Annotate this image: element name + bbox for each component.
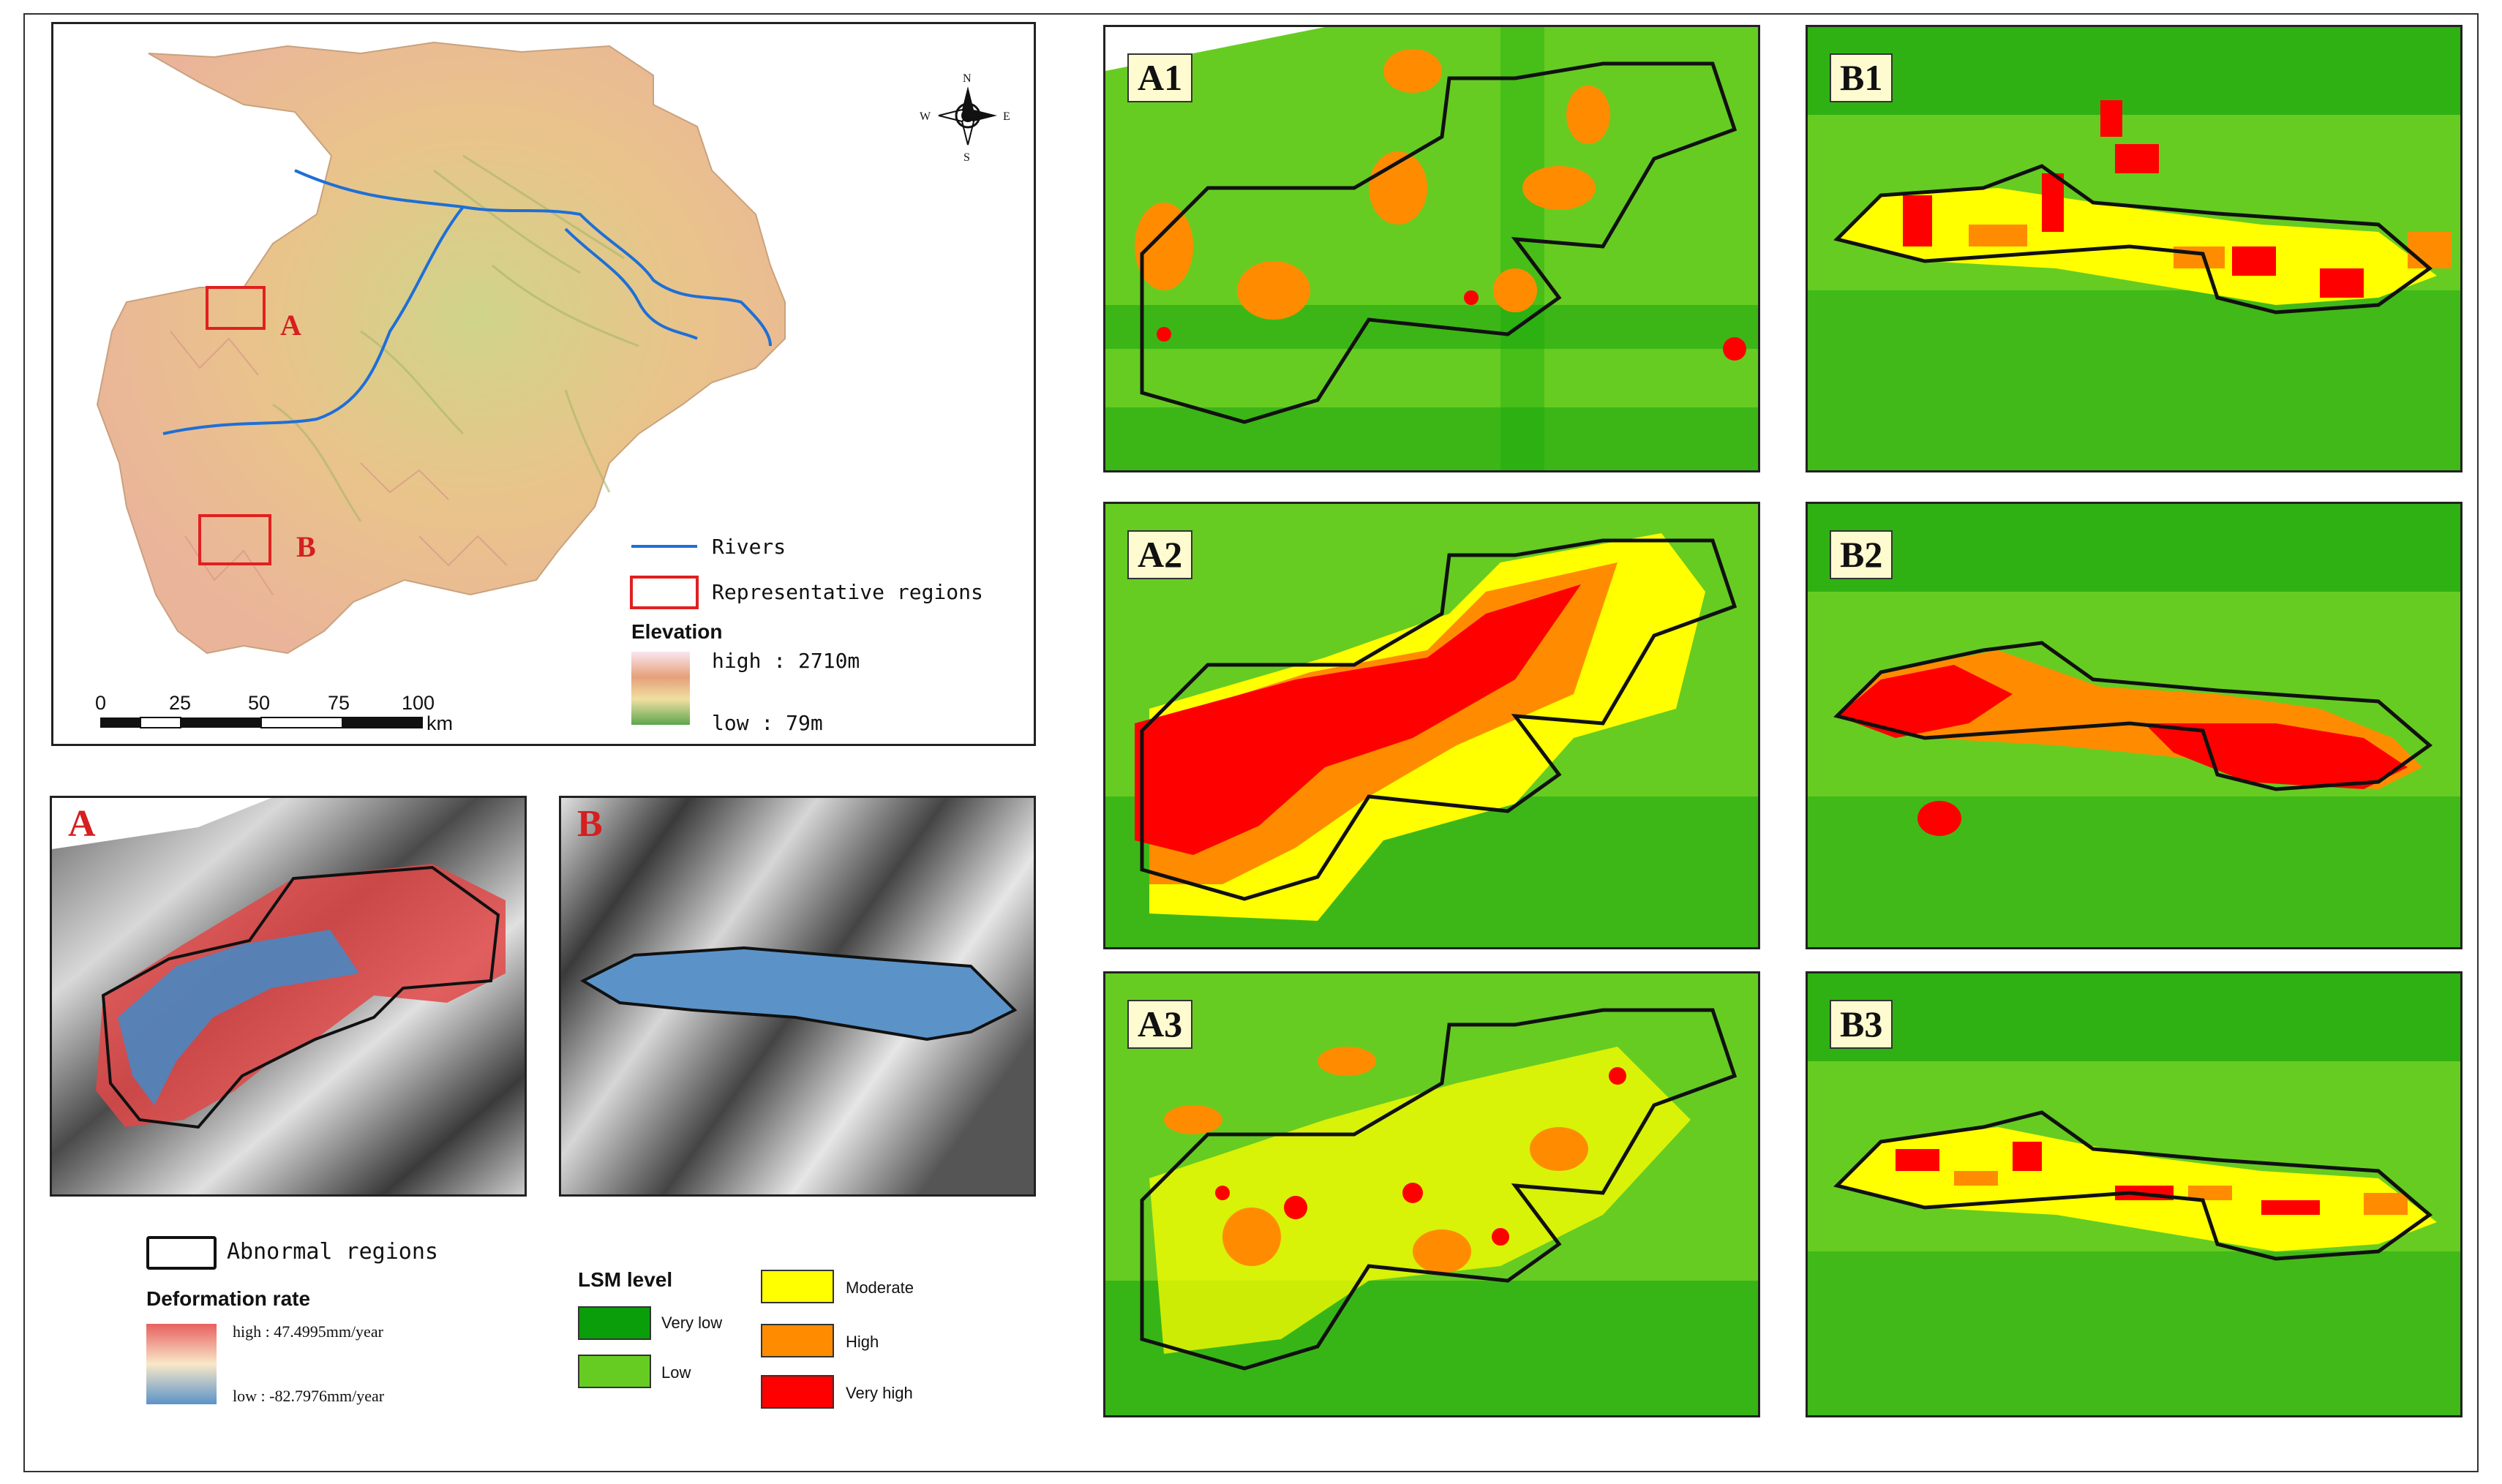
lsm-panel-a1: A1 xyxy=(1103,25,1760,472)
lsm-label-very-high: Very high xyxy=(846,1384,913,1402)
compass-icon: N S E W xyxy=(920,72,1010,164)
abnormal-region-b xyxy=(579,946,1018,1042)
overview-map-panel: A B N S E W xyxy=(51,22,1036,746)
deform-negative-a xyxy=(118,930,359,1105)
lsm-panel-label-a2: A2 xyxy=(1127,530,1193,579)
region-box-a xyxy=(206,286,266,330)
terrain-texture xyxy=(272,154,639,522)
deformation-high-label: high : 47.4995mm/year xyxy=(233,1322,383,1341)
lsm-label-moderate: Moderate xyxy=(846,1278,914,1297)
abnormal-outline-b1 xyxy=(1833,164,2433,314)
lsm-swatch-very-low xyxy=(578,1306,651,1340)
lsm-panel-b3: B3 xyxy=(1806,971,2462,1417)
deform-negative-b xyxy=(583,948,1015,1039)
scale-tick-100: 100 xyxy=(402,692,435,714)
lsm-panel-a3: A3 xyxy=(1103,971,1760,1417)
legend-elevation-ramp xyxy=(631,652,690,725)
scale-tick-50: 50 xyxy=(248,692,270,714)
lsm-label-high: High xyxy=(846,1333,879,1351)
lsm-panel-label-b1: B1 xyxy=(1830,53,1893,102)
abnormal-legend-label: Abnormal regions xyxy=(227,1239,438,1265)
compass-s: S xyxy=(963,151,970,164)
abnormal-outline-b2 xyxy=(1833,641,2433,791)
lsm-legend-title: LSM level xyxy=(578,1268,673,1291)
lsm-panel-label-b2: B2 xyxy=(1830,530,1893,579)
abnormal-outline-a1 xyxy=(1140,61,1738,424)
rivers xyxy=(162,169,772,435)
legend-regions-label: Representative regions xyxy=(712,580,983,604)
deformation-map-a: A xyxy=(50,796,527,1197)
outer-frame xyxy=(23,13,2479,1472)
legend-elevation-title: Elevation xyxy=(631,620,722,643)
deform-positive-a xyxy=(96,864,506,1127)
lsm-label-low: Low xyxy=(661,1363,691,1382)
abnormal-outline-a3 xyxy=(1140,1008,1738,1371)
deformation-rate-title: Deformation rate xyxy=(146,1287,311,1310)
scale-tick-25: 25 xyxy=(169,692,191,714)
overview-map: A B N S E W xyxy=(95,41,1010,735)
compass-n: N xyxy=(963,72,972,85)
scale-tick-75: 75 xyxy=(328,692,350,714)
deformation-low-label: low : -82.7976mm/year xyxy=(233,1387,385,1405)
lsm-swatch-moderate xyxy=(761,1270,834,1303)
lsm-swatch-very-high xyxy=(761,1375,834,1409)
deform-label-b: B xyxy=(577,803,603,845)
legend-region-box xyxy=(630,576,699,609)
lsm-panel-b1: B1 xyxy=(1806,25,2462,472)
lsm-swatch-low xyxy=(578,1355,651,1388)
lsm-panel-label-b3: B3 xyxy=(1830,1000,1893,1049)
legend-rivers-label: Rivers xyxy=(712,535,786,559)
lsm-panel-label-a3: A3 xyxy=(1127,1000,1193,1049)
scale-tick-0: 0 xyxy=(95,692,106,714)
deform-label-a: A xyxy=(68,803,96,845)
abnormal-outline-b3 xyxy=(1833,1110,2433,1261)
abnormal-outline-a2 xyxy=(1140,538,1738,901)
region-label-b: B xyxy=(296,530,316,563)
lsm-panel-b2: B2 xyxy=(1806,502,2462,949)
legend-elevation-high: high : 2710m xyxy=(712,649,860,673)
scale-bar xyxy=(100,717,423,728)
deformation-map-b: B xyxy=(559,796,1036,1197)
lsm-panel-label-a1: A1 xyxy=(1127,53,1193,102)
abnormal-legend-box xyxy=(146,1236,217,1270)
lsm-swatch-high xyxy=(761,1324,834,1357)
scale-unit: km xyxy=(427,712,453,734)
deformation-ramp xyxy=(146,1324,217,1404)
legend-elevation-low: low : 79m xyxy=(712,711,823,735)
lsm-label-very-low: Very low xyxy=(661,1314,723,1332)
lsm-panel-a2: A2 xyxy=(1103,502,1760,949)
abnormal-region-a xyxy=(101,865,500,1129)
compass-w: W xyxy=(920,110,931,123)
region-label-a: A xyxy=(280,309,301,342)
compass-e: E xyxy=(1003,110,1010,123)
region-box-b xyxy=(198,514,271,565)
